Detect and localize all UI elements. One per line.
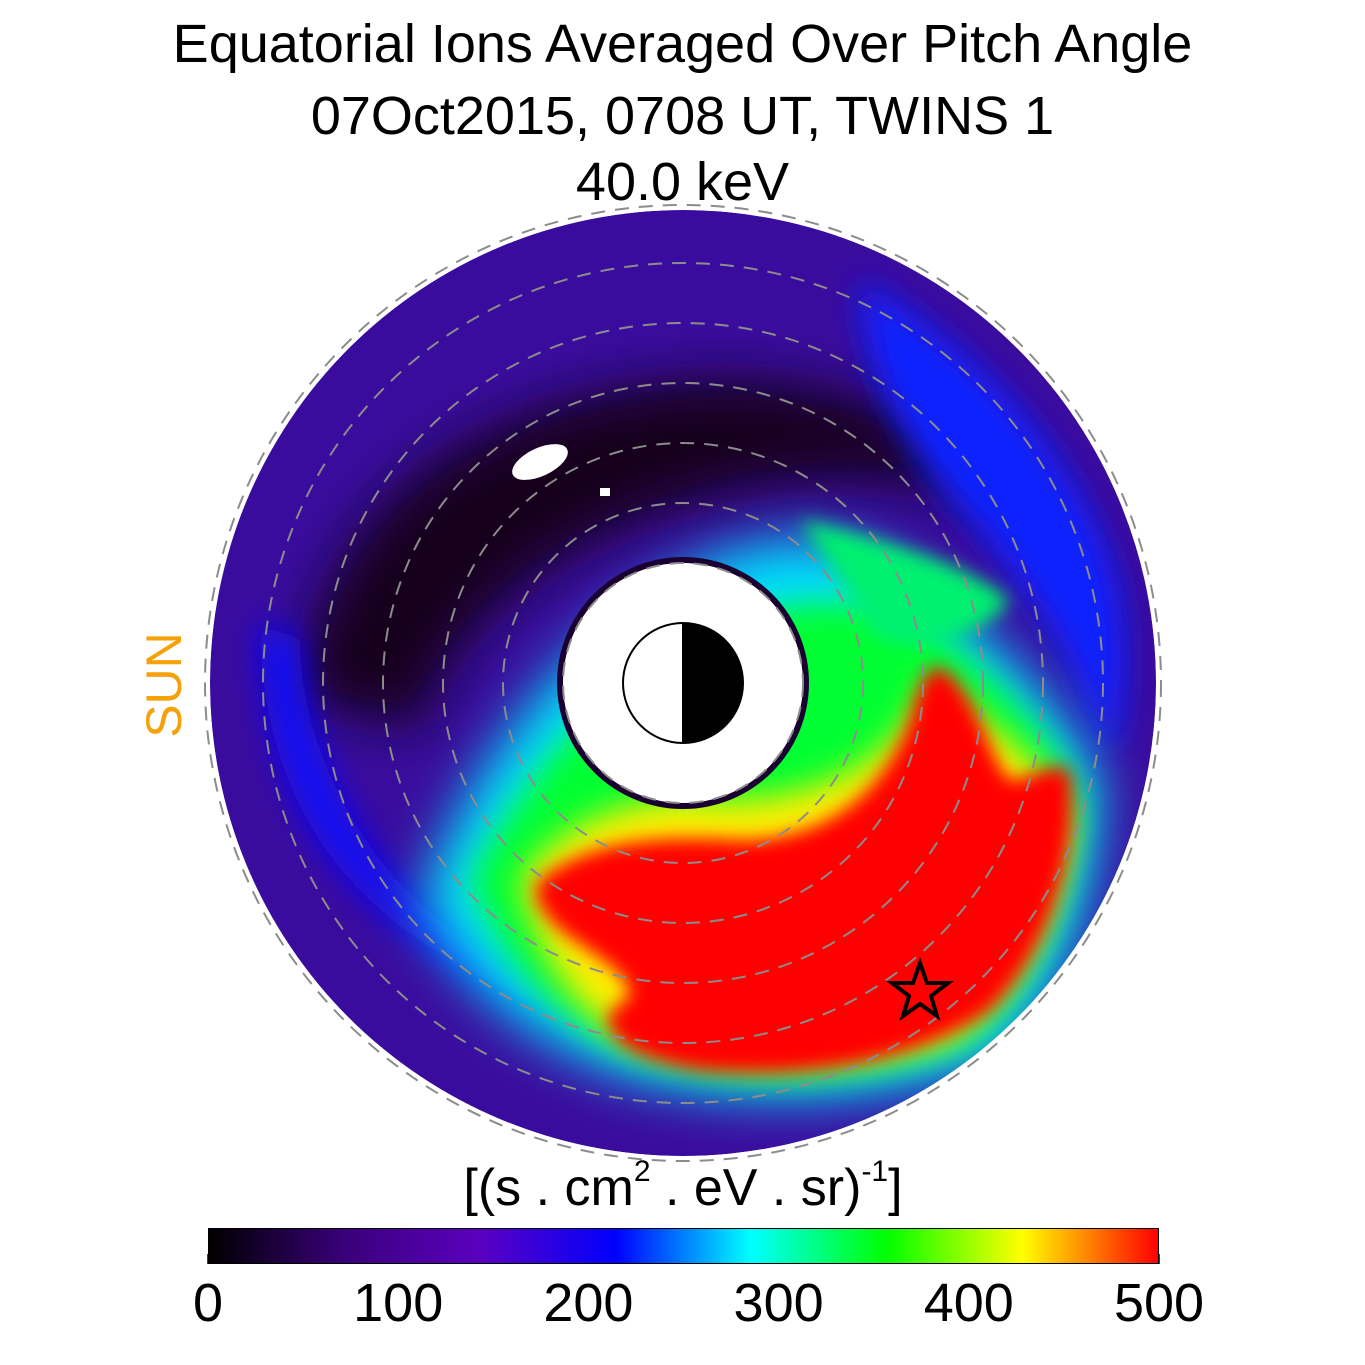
chart-subtitle-date-time: 07Oct2015, 0708 UT, TWINS 1 — [310, 86, 1055, 146]
colorbar-tick-label: 100 — [353, 1273, 444, 1333]
units-middle: . eV . sr) — [650, 1159, 862, 1217]
radial-grid — [204, 204, 1162, 1162]
grid-ring-3 — [502, 502, 864, 864]
earth-icon — [622, 622, 744, 744]
colorbar-tick-label: 0 — [192, 1273, 224, 1333]
grid-ring-5 — [382, 382, 984, 984]
flux-heatmap — [210, 210, 1156, 1156]
units-suffix: ] — [888, 1159, 903, 1217]
chart-title: Equatorial Ions Averaged Over Pitch Angl… — [172, 14, 1193, 74]
colorbar-units-label: [(s . cm2 . eV . sr)-1] — [463, 1155, 903, 1218]
grid-ring-2 — [562, 562, 804, 804]
units-exponent-minus-1: -1 — [861, 1155, 889, 1188]
colorbar-tick-label: 300 — [733, 1273, 824, 1333]
grid-ring-4 — [442, 442, 924, 924]
spacecraft-star-icon — [886, 956, 954, 1021]
sun-direction-label: SUN — [136, 632, 192, 738]
colorbar — [208, 1228, 1159, 1264]
grid-ring-7 — [262, 262, 1104, 1104]
colorbar-tick-label: 500 — [1113, 1273, 1205, 1333]
grid-ring-6 — [322, 322, 1044, 1044]
chart-subtitle-energy: 40.0 keV — [575, 152, 790, 212]
grid-ring-8 — [204, 204, 1162, 1162]
units-exponent-2: 2 — [633, 1155, 651, 1188]
colorbar-tick-label: 200 — [543, 1273, 634, 1333]
units-prefix: [(s . cm — [463, 1159, 634, 1217]
colorbar-tick-label: 400 — [923, 1273, 1014, 1333]
